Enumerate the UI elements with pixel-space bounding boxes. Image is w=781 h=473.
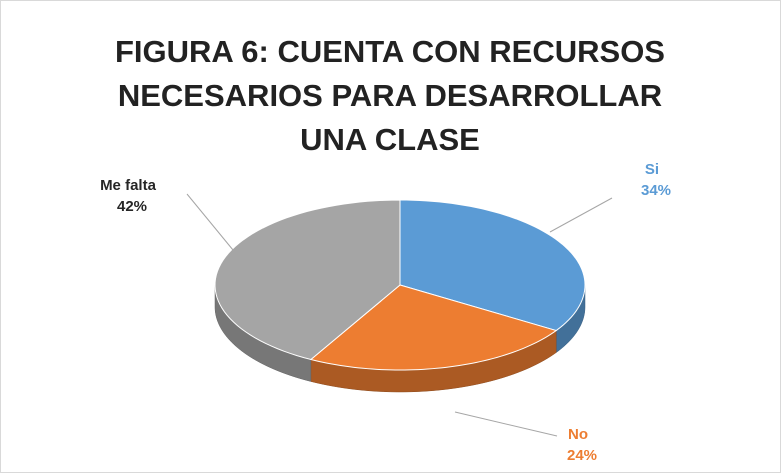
data-label-category: No xyxy=(568,426,588,443)
data-label-category: Me falta xyxy=(100,177,157,194)
data-label-category: Si xyxy=(645,161,659,178)
data-label-value: 42% xyxy=(117,198,147,215)
leader-line xyxy=(186,193,234,251)
chart-title: FIGURA 6: CUENTA CON RECURSOS NECESARIOS… xyxy=(115,34,665,157)
labels: Si 34% No 24% Me falta 42% xyxy=(100,161,671,464)
pie-slice xyxy=(214,199,401,361)
leader-line xyxy=(454,411,558,437)
leader-line xyxy=(549,197,613,233)
data-label-value: 24% xyxy=(567,447,597,464)
data-label-value: 34% xyxy=(641,182,671,199)
pie-tops xyxy=(214,199,586,371)
pie-slice xyxy=(399,199,586,332)
pie-slice xyxy=(309,284,558,371)
